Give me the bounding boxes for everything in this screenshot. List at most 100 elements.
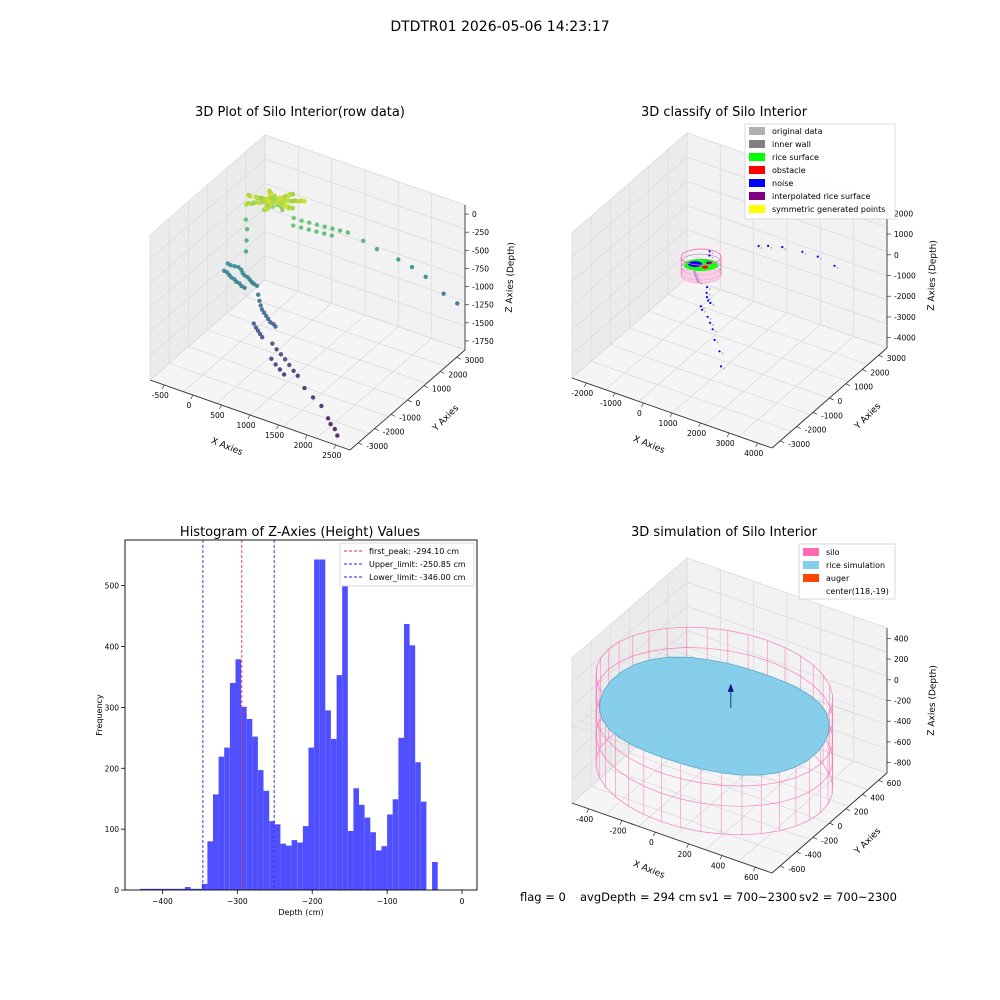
data-point [319,403,324,409]
data-point [243,249,249,254]
rice-mesh-line [588,708,780,777]
noise-cluster [688,261,703,268]
data-point [257,331,263,337]
histogram-bar [241,706,247,890]
legend-label: auger [826,574,850,583]
x-tick-label: 0 [649,838,654,847]
rice-mesh-line [606,693,798,761]
x-tick-label: −400 [152,897,173,906]
original-data-point [711,256,714,259]
data-point [232,277,237,282]
y-tick [845,383,851,387]
surface-point [259,195,264,201]
grid-line [245,296,446,368]
data-point [325,416,331,421]
y-tick [796,851,801,854]
grid-line [686,557,888,629]
legend-swatch [749,166,765,174]
legend-swatch [749,192,765,200]
y-tick [390,413,396,417]
data-point [228,263,233,268]
legend-label: original data [772,127,823,136]
grid-line [686,581,888,653]
legend-label: Upper_limit: -250.85 cm [369,560,466,569]
histogram-bar [415,762,421,890]
data-point [322,231,327,236]
noise-point [767,244,770,247]
y-axis-label: Y Axies [852,401,883,432]
x-axis-label: X Axies [631,434,666,456]
y-tick-label: -2000 [805,426,827,435]
z-tick-label: 0 [472,210,477,219]
z-tick-label: -1000 [472,283,494,292]
histogram-bar [140,888,146,890]
data-point [328,421,333,427]
histogram-bar [151,888,157,890]
y-tick-label: -600 [788,865,805,874]
x-tick-label: 0 [460,897,465,906]
axis-line [571,802,773,874]
data-point [259,307,265,312]
histogram-bar [381,846,388,890]
data-point [277,367,283,372]
y-tick [862,794,867,797]
data-point [306,227,311,232]
x-tick [619,820,623,825]
noise-point [713,338,716,342]
data-point [274,347,279,352]
histogram-bar [314,559,320,890]
y-tick-label: 200 [105,764,120,773]
histogram-bar [184,887,191,890]
noise-point [705,296,709,299]
x-tick-label: −200 [302,897,323,906]
legend-label: rice simulation [826,561,885,570]
data-point [307,220,312,225]
grid-line [149,158,266,260]
data-point [291,223,296,228]
data-point [273,362,278,367]
raw-data-3d-plot: -500 0 500 1000 1500 2000 2500 3000 2000 1000 0 -10… [149,134,517,460]
data-point [302,385,307,391]
original-data-point [704,310,706,313]
data-point [225,270,230,275]
grid-line [264,158,466,230]
y-tick-label: -400 [805,851,822,860]
surface-point [264,196,270,202]
surface-point [255,200,260,206]
data-point [244,238,249,243]
y-tick-label: 0 [114,886,119,895]
histogram-bar [409,645,416,890]
z-tick-label: 0 [894,676,899,685]
x-tick [669,412,673,418]
plot-frame [124,539,478,891]
data-point [270,341,275,346]
rice-mesh-line [637,666,829,734]
original-data-point [709,298,711,300]
data-point [255,328,261,333]
histogram-bar [229,683,236,890]
y-tick [862,369,867,372]
legend-frame [339,542,475,587]
histogram-bar [375,850,382,890]
original-data-point [723,367,725,370]
surface-point [283,198,289,204]
histogram-bar [359,804,365,890]
grid-line [264,279,466,351]
surface-point [286,205,292,211]
data-point [329,233,335,238]
histogram-bar [162,888,168,890]
histogram-bar [302,826,309,890]
original-data-point [760,247,763,249]
data-point [298,225,304,230]
surface-point [279,202,285,208]
data-point [281,372,287,377]
surface-point [290,191,296,197]
data-point [237,281,242,286]
noise-point [709,321,712,324]
data-point [254,283,260,288]
y-tick-label: 2000 [448,370,467,379]
grid-line [571,581,688,683]
surface-point [282,194,288,200]
x-axis-label: X Axies [209,436,244,458]
rice-mesh-line [570,724,762,792]
